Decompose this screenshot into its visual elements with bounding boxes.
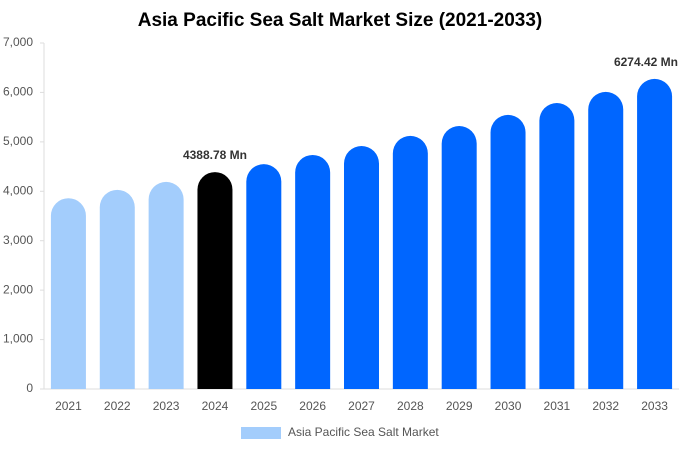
x-tick-label: 2026: [299, 399, 326, 413]
bar: [490, 114, 526, 389]
bar: [588, 91, 624, 389]
bar: [50, 198, 86, 389]
legend-swatch: [241, 427, 281, 439]
x-tick-label: 2022: [104, 399, 131, 413]
y-tick-label: 3,000: [3, 233, 33, 247]
x-tick-label: 2023: [153, 399, 180, 413]
bar: [441, 126, 477, 389]
y-tick-label: 2,000: [3, 282, 33, 296]
x-tick-label: 2021: [55, 399, 82, 413]
x-tick-label: 2032: [592, 399, 619, 413]
x-tick-label: 2030: [495, 399, 522, 413]
bar: [637, 78, 673, 389]
x-tick-label: 2024: [202, 399, 229, 413]
bar: [295, 154, 331, 389]
legend-label: Asia Pacific Sea Salt Market: [288, 425, 439, 439]
y-tick-label: 0: [26, 381, 33, 395]
bar: [344, 146, 379, 389]
value-label: 6274.42 Mn: [614, 55, 678, 69]
x-tick-label: 2027: [348, 399, 375, 413]
y-tick-label: 7,000: [3, 35, 33, 49]
bar: [246, 164, 282, 389]
y-tick-label: 5,000: [3, 134, 33, 148]
x-tick-label: 2029: [446, 399, 473, 413]
y-tick-label: 1,000: [3, 332, 33, 346]
bar: [539, 103, 575, 389]
y-tick-label: 4,000: [3, 183, 33, 197]
y-tick-label: 6,000: [3, 85, 33, 99]
value-label: 4388.78 Mn: [183, 148, 247, 162]
bar: [392, 135, 428, 389]
chart-title: Asia Pacific Sea Salt Market Size (2021-…: [138, 10, 543, 31]
x-tick-label: 2025: [250, 399, 277, 413]
x-tick-label: 2031: [544, 399, 571, 413]
bar: [99, 189, 135, 389]
bar: [197, 172, 233, 389]
x-tick-label: 2033: [641, 399, 668, 413]
x-tick-label: 2028: [397, 399, 424, 413]
bar: [148, 181, 184, 389]
